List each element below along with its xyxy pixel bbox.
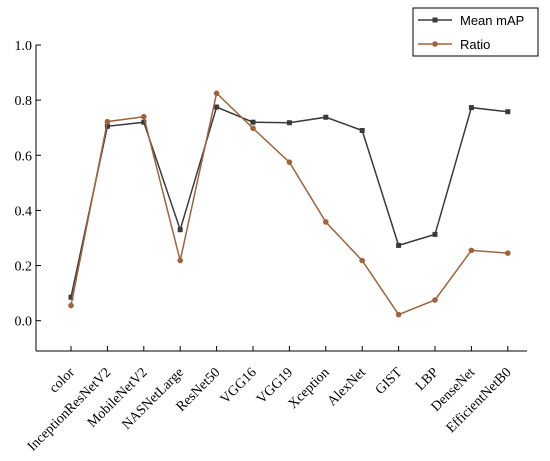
data-point-ratio bbox=[141, 113, 147, 120]
y-tick-label: 0.6 bbox=[15, 149, 33, 164]
series-line-mean-map bbox=[70, 105, 508, 298]
x-tick-label: Xception bbox=[286, 365, 333, 412]
x-tick-label: AlexNet bbox=[325, 365, 369, 409]
data-point-ratio bbox=[250, 125, 256, 132]
y-tick-label: 0.4 bbox=[15, 204, 33, 219]
data-point-mean-map bbox=[505, 109, 511, 115]
data-point-ratio bbox=[68, 302, 74, 309]
x-axis-ticks: colorInceptionResNetV2MobileNetV2NASNetL… bbox=[25, 346, 515, 454]
legend-label-mean-map: Mean mAP bbox=[460, 13, 524, 28]
legend-label-ratio: Ratio bbox=[460, 37, 490, 52]
data-point-mean-map bbox=[396, 242, 402, 248]
y-tick-label: 0.0 bbox=[15, 315, 33, 330]
data-point-ratio bbox=[213, 90, 220, 97]
data-point-ratio bbox=[104, 118, 111, 125]
data-point-ratio bbox=[323, 219, 329, 225]
data-point-mean-map bbox=[177, 227, 183, 233]
data-point-mean-map bbox=[359, 127, 365, 133]
data-point-ratio bbox=[468, 247, 475, 254]
series-line-ratio bbox=[70, 91, 508, 316]
y-tick-label: 0.2 bbox=[15, 260, 33, 275]
data-point-mean-map bbox=[141, 119, 147, 125]
data-point-mean-map bbox=[432, 231, 438, 237]
data-point-mean-map bbox=[104, 123, 110, 129]
data-point-mean-map bbox=[468, 105, 474, 111]
data-point-ratio bbox=[286, 159, 293, 165]
legend: Mean mAP Ratio bbox=[412, 7, 539, 57]
legend-marker-ratio bbox=[432, 41, 438, 47]
data-point-ratio bbox=[432, 297, 438, 303]
series-layer bbox=[68, 90, 511, 318]
data-point-mean-map bbox=[214, 104, 220, 110]
y-axis-ticks: 0.0 0.2 0.4 0.6 0.8 1.0 bbox=[15, 39, 41, 330]
data-point-mean-map bbox=[286, 120, 292, 126]
x-tick-label: GIST bbox=[373, 365, 406, 398]
y-tick-label: 0.8 bbox=[15, 94, 33, 109]
data-point-ratio bbox=[177, 257, 183, 264]
y-tick-label: 1.0 bbox=[15, 39, 33, 54]
legend-box bbox=[412, 7, 539, 57]
data-point-ratio bbox=[395, 311, 402, 318]
x-tick-label: color bbox=[47, 365, 78, 396]
data-point-mean-map bbox=[250, 119, 256, 125]
data-point-ratio bbox=[505, 250, 511, 256]
x-tick-label: LBP bbox=[413, 365, 442, 394]
data-point-ratio bbox=[359, 257, 366, 264]
x-tick-label: EfficientNetB0 bbox=[444, 365, 515, 436]
legend-marker-mean-map bbox=[432, 17, 438, 23]
x-tick-label: VGG16 bbox=[218, 365, 260, 407]
data-point-mean-map bbox=[323, 114, 329, 120]
axes bbox=[35, 45, 527, 352]
data-point-mean-map bbox=[68, 294, 74, 300]
